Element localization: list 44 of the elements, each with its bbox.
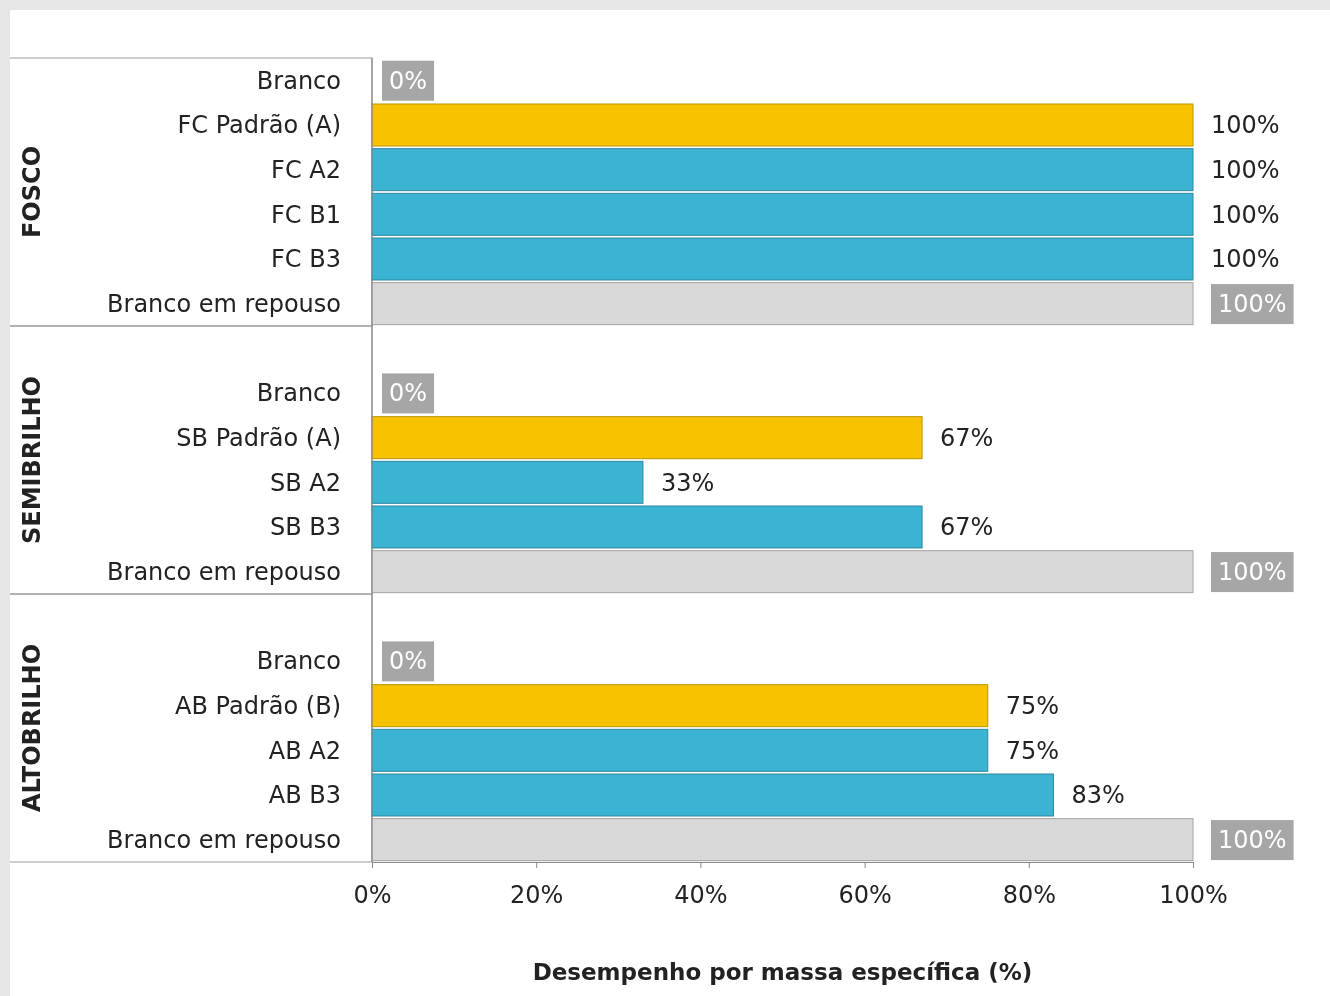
y-tick-label: AB Padrão (B) (175, 692, 341, 721)
data-label: 33% (660, 468, 715, 497)
y-tick-label: Branco (256, 66, 341, 95)
y-tick-label: FC A2 (271, 156, 341, 185)
data-label: 67% (940, 513, 994, 542)
y-tick-label: FC Padrão (A) (177, 111, 341, 140)
data-label: 0% (389, 66, 428, 95)
x-tick-label: 100% (1159, 881, 1228, 910)
y-tick-label: SB B3 (269, 513, 341, 542)
bar (371, 684, 989, 728)
data-label: 100% (1218, 290, 1287, 319)
y-tick-label: FC B1 (271, 200, 341, 229)
y-axis-title: FOSCO (18, 145, 46, 239)
y-tick-label: Branco (256, 647, 341, 676)
x-tick-label: 20% (510, 881, 564, 910)
x-tick-label: 60% (838, 881, 892, 910)
data-label: 75% (1005, 692, 1060, 721)
x-tick-label: 40% (674, 881, 728, 910)
y-axis-title: SEMIBRILHO (18, 376, 46, 544)
y-tick-label: FC B3 (271, 245, 341, 274)
y-tick-label: Branco em repouso (107, 290, 341, 319)
data-label: 0% (389, 379, 428, 408)
y-tick-label: Branco em repouso (107, 826, 341, 855)
y-axis-title: ALTOBRILHO (18, 643, 46, 813)
y-tick-label: AB A2 (268, 736, 341, 765)
y-tick-label: Branco em repouso (107, 558, 341, 587)
data-label: 100% (1211, 245, 1280, 274)
data-label: 0% (389, 647, 428, 676)
data-label: 83% (1071, 781, 1125, 810)
data-label: 100% (1211, 200, 1280, 229)
x-tick-label: 80% (1002, 881, 1056, 910)
y-tick-label: Branco (256, 379, 341, 408)
x-axis-title: Desempenho por massa específica (%) (532, 959, 1033, 985)
data-label: 67% (940, 424, 994, 453)
data-label: 100% (1218, 558, 1287, 587)
bar (371, 818, 1194, 862)
data-label: 100% (1218, 826, 1287, 855)
y-tick-label: AB B3 (268, 781, 341, 810)
data-label: 75% (1005, 736, 1060, 765)
data-label: 100% (1211, 156, 1280, 185)
y-tick-label: SB A2 (269, 468, 341, 497)
y-tick-label: SB Padrão (A) (176, 424, 341, 453)
x-tick-label: 0% (353, 881, 392, 910)
data-label: 100% (1211, 111, 1280, 140)
